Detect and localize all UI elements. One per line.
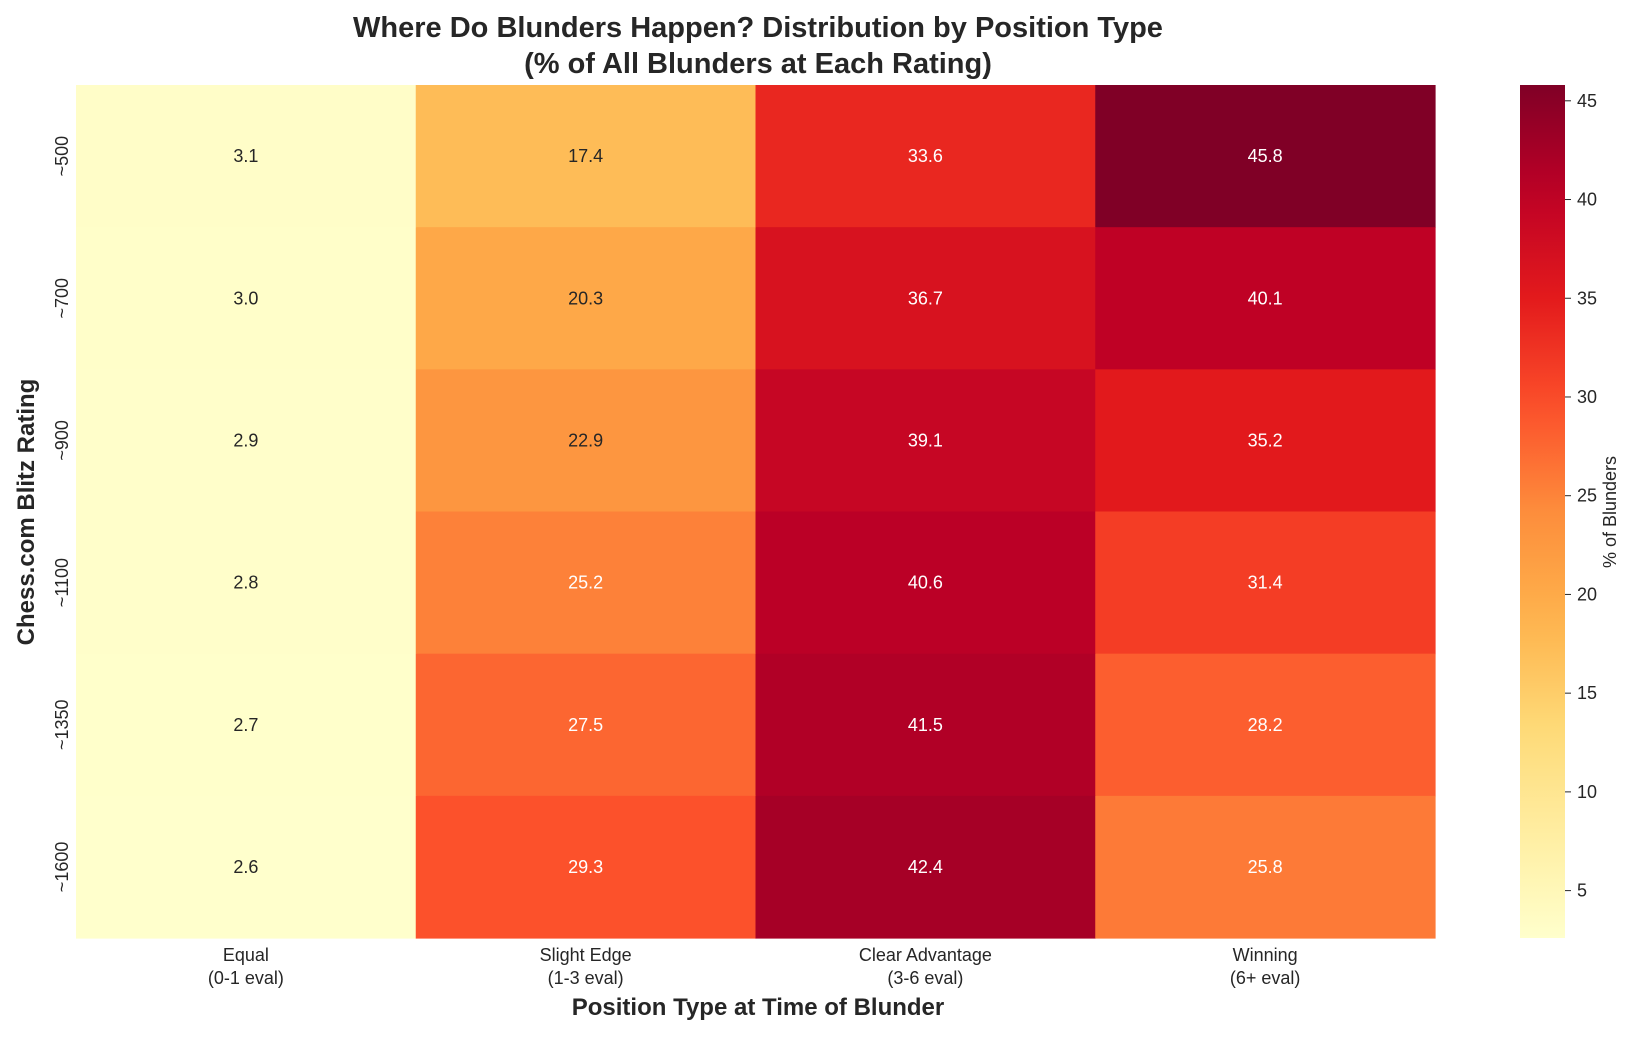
cell-value-label: 25.2: [568, 573, 603, 593]
x-axis-label: Position Type at Time of Blunder: [572, 994, 944, 1021]
x-tick-label: Equal: [223, 945, 269, 965]
colorbar-ticks: 5 10 15 20 25 30 35 40 45: [1565, 91, 1597, 901]
colorbar-tick-label: 35: [1577, 288, 1597, 308]
heatmap-cell: [755, 795, 1096, 939]
cell-value-label: 40.6: [908, 573, 943, 593]
heatmap-cell: [755, 227, 1096, 370]
cell-value-label: 3.1: [233, 146, 258, 166]
heatmap-cell: [1095, 369, 1436, 513]
chart-title-line2: (% of All Blunders at Each Rating): [524, 48, 992, 80]
cell-value-label: 3.0: [233, 288, 258, 308]
cell-value-label: 22.9: [568, 430, 603, 450]
y-tick-label: ~700: [52, 278, 72, 319]
cell-value-label: 2.8: [233, 573, 258, 593]
colorbar-tick-label: 30: [1577, 387, 1597, 407]
x-tick-sublabel: (3-6 eval): [887, 968, 963, 988]
heatmap-cell: [415, 85, 757, 228]
colorbar-tick-label: 45: [1577, 91, 1597, 111]
cell-value-label: 36.7: [908, 288, 943, 308]
cell-value-label: 39.1: [908, 430, 943, 450]
heatmap-cell: [1095, 85, 1436, 228]
heatmap-cell: [76, 795, 417, 939]
cell-value-label: 17.4: [568, 146, 603, 166]
x-tick-labels: Equal (0-1 eval) Slight Edge (1-3 eval) Clea…: [208, 945, 1301, 988]
colorbar-label: % of Blunders: [1600, 456, 1620, 568]
x-tick-sublabel: (1-3 eval): [548, 968, 624, 988]
cell-value-label: 31.4: [1248, 573, 1283, 593]
y-tick-label: ~1350: [52, 699, 72, 750]
x-tick-sublabel: (0-1 eval): [208, 968, 284, 988]
y-tick-label: ~900: [52, 420, 72, 461]
colorbar-tick-label: 40: [1577, 190, 1597, 210]
heatmap-cell: [1095, 795, 1436, 939]
chart-title-line1: Where Do Blunders Happen? Distribution b…: [353, 12, 1163, 44]
cell-value-label: 28.2: [1248, 715, 1283, 735]
y-tick-label: ~1100: [52, 558, 72, 607]
y-axis-label: Chess.com Blitz Rating: [13, 379, 40, 646]
heatmap-cell: [415, 653, 757, 797]
cell-value-label: 2.6: [233, 857, 258, 877]
cell-value-label: 2.7: [233, 715, 258, 735]
x-tick-sublabel: (6+ eval): [1230, 968, 1301, 988]
cell-value-label: 27.5: [568, 715, 603, 735]
colorbar-tick-label: 25: [1577, 486, 1597, 506]
heatmap-cell: [415, 227, 757, 370]
cell-value-label: 45.8: [1248, 146, 1283, 166]
heatmap-cell: [1095, 653, 1436, 797]
heatmap-cell-labels: 3.1 17.4 33.6 45.8 3.0 20.3 36.7 40.1 2.9 22.9 39.…: [233, 146, 1282, 877]
heatmap-cell: [755, 653, 1096, 797]
colorbar-tick-label: 15: [1577, 683, 1597, 703]
colorbar-tick-label: 10: [1577, 782, 1597, 802]
heatmap-cell: [415, 511, 757, 655]
cell-value-label: 33.6: [908, 146, 943, 166]
x-tick-label: Slight Edge: [540, 945, 632, 965]
heatmap-cell: [76, 653, 417, 797]
colorbar-tick-label: 20: [1577, 584, 1597, 604]
colorbar: [1520, 85, 1565, 938]
heatmap-cell: [76, 227, 417, 370]
cell-value-label: 25.8: [1248, 857, 1283, 877]
cell-value-label: 29.3: [568, 857, 603, 877]
cell-value-label: 35.2: [1248, 430, 1283, 450]
heatmap-cell: [76, 511, 417, 655]
heatmap-cell: [415, 369, 757, 513]
heatmap-cell: [755, 369, 1096, 513]
cell-value-label: 2.9: [233, 430, 258, 450]
heatmap-cell: [1095, 227, 1436, 370]
cell-value-label: 20.3: [568, 288, 603, 308]
heatmap-cell: [755, 511, 1096, 655]
heatmap-cell: [76, 369, 417, 513]
heatmap-cells: [76, 85, 1436, 939]
cell-value-label: 40.1: [1248, 288, 1283, 308]
colorbar-tick-label: 5: [1577, 881, 1587, 901]
heatmap-cell: [1095, 511, 1436, 655]
cell-value-label: 42.4: [908, 857, 943, 877]
heatmap-cell: [76, 85, 417, 228]
y-tick-label: ~1600: [52, 842, 72, 893]
cell-value-label: 41.5: [908, 715, 943, 735]
heatmap-cell: [415, 795, 757, 939]
heatmap-cell: [755, 85, 1096, 228]
y-tick-label: ~500: [52, 136, 72, 177]
x-tick-label: Winning: [1233, 945, 1298, 965]
y-tick-labels: ~500 ~700 ~900 ~1100 ~1350 ~1600: [52, 136, 72, 892]
x-tick-label: Clear Advantage: [859, 945, 992, 965]
